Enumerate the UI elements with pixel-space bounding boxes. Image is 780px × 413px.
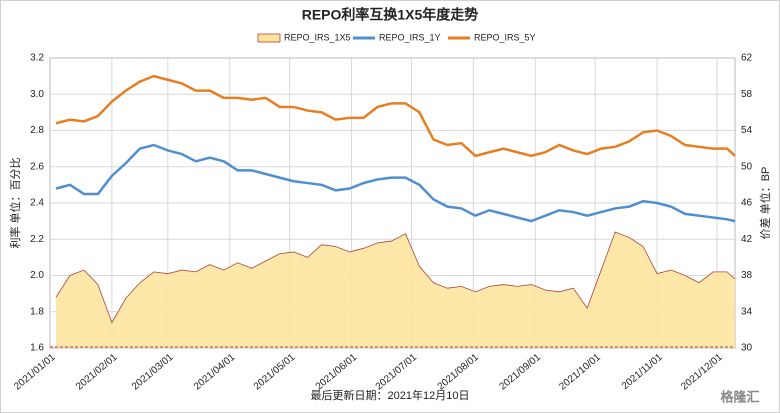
line — [55, 74, 736, 158]
legend-label: REPO_IRS_1X5 — [284, 32, 351, 42]
watermark: 格隆汇 — [720, 389, 759, 404]
chart-title: REPO利率互换1X5年度走势 — [302, 7, 479, 23]
y2-axis-label: 价差 单位：BP — [758, 167, 772, 240]
y2-tick-label: 30 — [741, 343, 753, 354]
y-axis-label: 利率 单位：百分比 — [8, 157, 22, 248]
y2-tick-label: 38 — [741, 270, 753, 281]
y-tick-label: 1.6 — [30, 343, 44, 354]
y-tick-label: 2.0 — [30, 270, 44, 281]
legend-label: REPO_IRS_1Y — [379, 32, 441, 42]
y2-tick-label: 50 — [741, 161, 753, 172]
area-edge — [55, 231, 736, 324]
y2-tick-label: 46 — [741, 198, 753, 209]
y2-tick-label: 34 — [741, 306, 753, 317]
line — [55, 143, 736, 223]
area-fill — [55, 232, 735, 348]
y-tick-label: 2.6 — [30, 161, 44, 172]
y-tick-label: 1.8 — [30, 306, 44, 317]
y-tick-label: 2.2 — [30, 234, 44, 245]
legend-label: REPO_IRS_5Y — [474, 32, 536, 42]
y-tick-label: 3.0 — [30, 89, 44, 100]
y2-tick-label: 58 — [741, 89, 753, 100]
y-tick-label: 3.2 — [30, 53, 44, 64]
y2-tick-label: 42 — [741, 234, 753, 245]
y2-tick-label: 62 — [741, 53, 753, 64]
legend-swatch — [257, 33, 281, 43]
footer: 最后更新日期：2021年12月10日 — [311, 388, 470, 402]
y-tick-label: 2.8 — [30, 125, 44, 136]
y2-tick-label: 54 — [741, 125, 753, 136]
y-tick-label: 2.4 — [30, 198, 44, 209]
